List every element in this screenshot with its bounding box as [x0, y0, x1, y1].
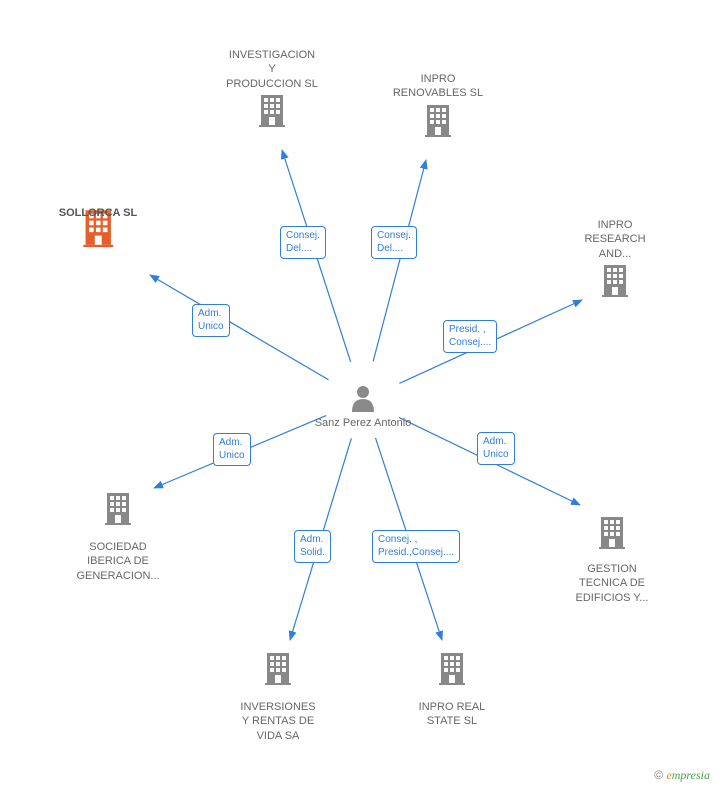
building-icon[interactable] — [263, 651, 293, 685]
building-icon[interactable] — [437, 651, 467, 685]
edge-label: Adm. Unico — [477, 432, 515, 465]
copyright-symbol: © — [654, 768, 663, 782]
edge-label: Consej. , Presid.,Consej.... — [372, 530, 460, 563]
node-label[interactable]: SOLLORCA SL — [43, 206, 153, 220]
edge-line — [150, 275, 329, 380]
node-label[interactable]: INVESTIGACION Y PRODUCCION SL — [202, 48, 342, 91]
edge-label: Consej. Del.... — [371, 226, 417, 259]
edge-label: Adm. Unico — [192, 304, 230, 337]
footer-credit: © empresia — [654, 768, 710, 783]
edge-label: Adm. Solid. — [294, 530, 331, 563]
building-icon[interactable] — [257, 93, 287, 127]
node-label[interactable]: INVERSIONES Y RENTAS DE VIDA SA — [213, 700, 343, 743]
node-label[interactable]: INPRO RESEARCH AND... — [555, 218, 675, 261]
edge-label: Consej. Del.... — [280, 226, 326, 259]
edge-label: Adm. Unico — [213, 433, 251, 466]
building-icon[interactable] — [423, 103, 453, 137]
network-canvas — [0, 0, 728, 795]
node-label[interactable]: INPRO RENOVABLES SL — [368, 72, 508, 101]
node-label[interactable]: SOCIEDAD IBERICA DE GENERACION... — [48, 540, 188, 583]
edge-line — [373, 160, 426, 361]
node-label[interactable]: INPRO REAL STATE SL — [387, 700, 517, 729]
center-person-label: Sanz Perez Antonio — [313, 416, 413, 430]
building-icon[interactable] — [103, 491, 133, 525]
node-label[interactable]: GESTION TECNICA DE EDIFICIOS Y... — [547, 562, 677, 605]
building-icon[interactable] — [597, 515, 627, 549]
brand-rest: mpresia — [672, 768, 710, 782]
edge-label: Presid. , Consej.... — [443, 320, 497, 353]
building-icon[interactable] — [600, 263, 630, 297]
